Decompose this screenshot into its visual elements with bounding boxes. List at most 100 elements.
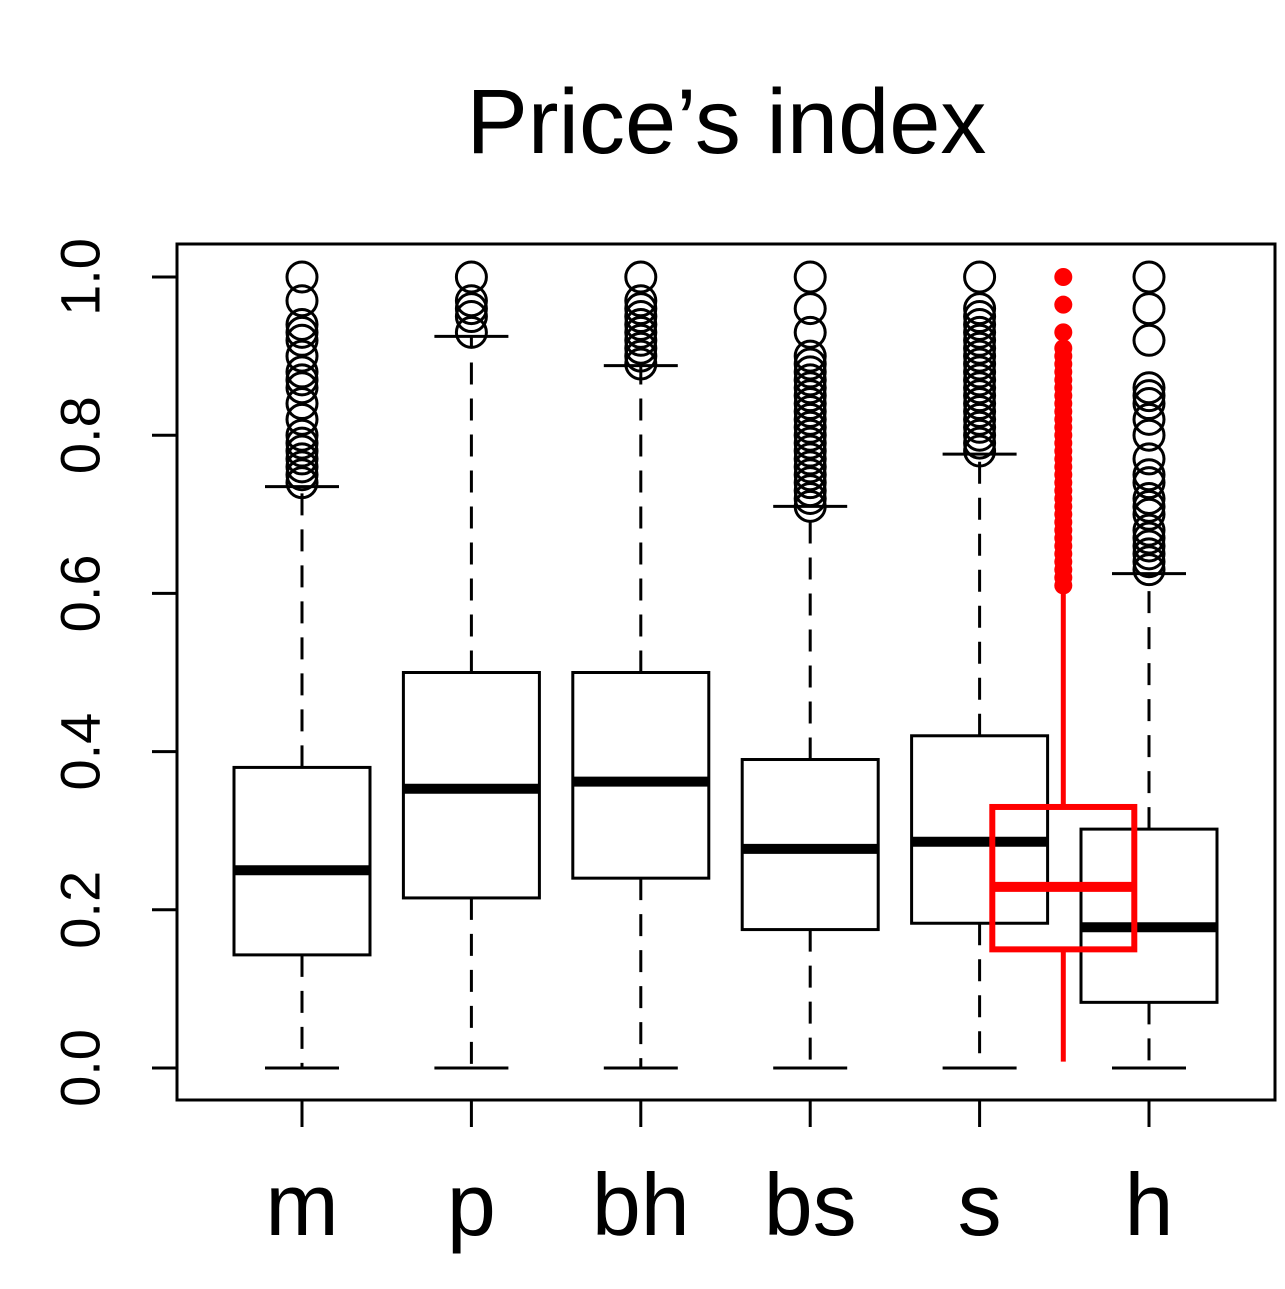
outlier-point xyxy=(963,402,997,436)
outlier-point xyxy=(1132,260,1166,294)
outlier-point xyxy=(1132,489,1166,523)
outlier-point xyxy=(1132,466,1166,500)
outlier-point xyxy=(1132,521,1166,555)
outlier-point xyxy=(963,426,997,460)
outlier-point xyxy=(1132,379,1166,413)
outlier-point xyxy=(793,418,827,452)
outlier-point xyxy=(793,339,827,373)
outlier-point xyxy=(1132,292,1166,326)
outlier-point xyxy=(793,450,827,484)
outlier-point xyxy=(963,300,997,334)
outlier-point xyxy=(285,323,319,357)
outlier-point xyxy=(793,379,827,413)
outlier-point xyxy=(624,284,658,318)
outlier-point xyxy=(285,339,319,373)
y-tick-label: 0.6 xyxy=(49,554,112,632)
outlier-point xyxy=(285,387,319,421)
outlier-point xyxy=(963,371,997,405)
y-tick-label: 0.0 xyxy=(49,1029,112,1107)
outlier-point xyxy=(793,355,827,389)
outlier-point xyxy=(793,458,827,492)
outlier-point xyxy=(285,418,319,452)
outlier-point xyxy=(793,466,827,500)
outlier-point xyxy=(963,418,997,452)
outlier-point xyxy=(285,434,319,468)
outlier-point xyxy=(793,315,827,349)
outlier-point xyxy=(963,355,997,389)
x-tick-label: h xyxy=(1125,1155,1174,1254)
outlier-point xyxy=(793,426,827,460)
outlier-point xyxy=(963,387,997,421)
boxes xyxy=(232,260,1219,1070)
box-h xyxy=(1079,260,1219,1070)
outlier-point xyxy=(793,387,827,421)
outlier-point xyxy=(1132,458,1166,492)
outlier-point xyxy=(793,434,827,468)
x-tick-label: p xyxy=(447,1155,496,1254)
outlier-point xyxy=(285,363,319,397)
outlier-point xyxy=(285,450,319,484)
outlier-point xyxy=(285,355,319,389)
outlier-point xyxy=(793,474,827,508)
outlier-point xyxy=(285,426,319,460)
highlight-outlier-point xyxy=(1054,268,1073,286)
outlier-point xyxy=(793,410,827,444)
outlier-point xyxy=(285,402,319,436)
outlier-point xyxy=(793,402,827,436)
outlier-point xyxy=(963,347,997,381)
outlier-point xyxy=(285,442,319,476)
outlier-point xyxy=(624,307,658,341)
x-tick-label: bh xyxy=(592,1155,690,1254)
outlier-point xyxy=(624,300,658,334)
box-s xyxy=(910,260,1050,1070)
outlier-point xyxy=(624,347,658,381)
iqr-box xyxy=(571,671,711,880)
x-tick-label: bs xyxy=(764,1155,857,1254)
outlier-point xyxy=(454,260,488,294)
outlier-point xyxy=(1132,371,1166,405)
highlight-box xyxy=(989,268,1138,1062)
chart-title: Price’s index xyxy=(466,71,987,173)
box-bh xyxy=(571,260,711,1070)
outlier-point xyxy=(285,466,319,500)
outlier-point xyxy=(963,323,997,357)
outlier-point xyxy=(624,323,658,357)
outlier-point xyxy=(963,394,997,428)
y-axis: 0.0 0.2 0.4 0.6 0.8 1.0 xyxy=(49,238,177,1107)
box-m xyxy=(232,260,372,1070)
outlier-point xyxy=(963,260,997,294)
outlier-point xyxy=(285,260,319,294)
outlier-point xyxy=(624,315,658,349)
outlier-point xyxy=(963,363,997,397)
outlier-point xyxy=(624,260,658,294)
outlier-point xyxy=(1132,387,1166,421)
outlier-point xyxy=(1132,402,1166,436)
y-tick-label: 1.0 xyxy=(49,238,112,316)
outlier-point xyxy=(963,410,997,444)
outlier-point xyxy=(793,292,827,326)
outlier-point xyxy=(454,292,488,326)
outlier-point xyxy=(454,284,488,318)
outlier-point xyxy=(1132,537,1166,571)
outlier-point xyxy=(1132,323,1166,357)
outlier-point xyxy=(1132,481,1166,515)
outlier-point xyxy=(793,489,827,523)
outlier-point xyxy=(793,363,827,397)
highlight-outlier-point xyxy=(1054,339,1073,358)
outlier-point xyxy=(793,347,827,381)
outlier-point xyxy=(1132,418,1166,452)
outlier-point xyxy=(285,307,319,341)
outlier-point xyxy=(285,371,319,405)
x-tick-label: m xyxy=(265,1155,338,1254)
outlier-point xyxy=(963,331,997,365)
outlier-point xyxy=(793,481,827,515)
outlier-point xyxy=(1132,529,1166,563)
y-tick-label: 0.2 xyxy=(49,871,112,949)
plot-frame xyxy=(175,242,1277,1102)
outlier-point xyxy=(963,379,997,413)
x-tick-label: s xyxy=(958,1155,1002,1254)
outlier-point xyxy=(285,315,319,349)
outlier-point xyxy=(963,307,997,341)
outlier-point xyxy=(793,371,827,405)
